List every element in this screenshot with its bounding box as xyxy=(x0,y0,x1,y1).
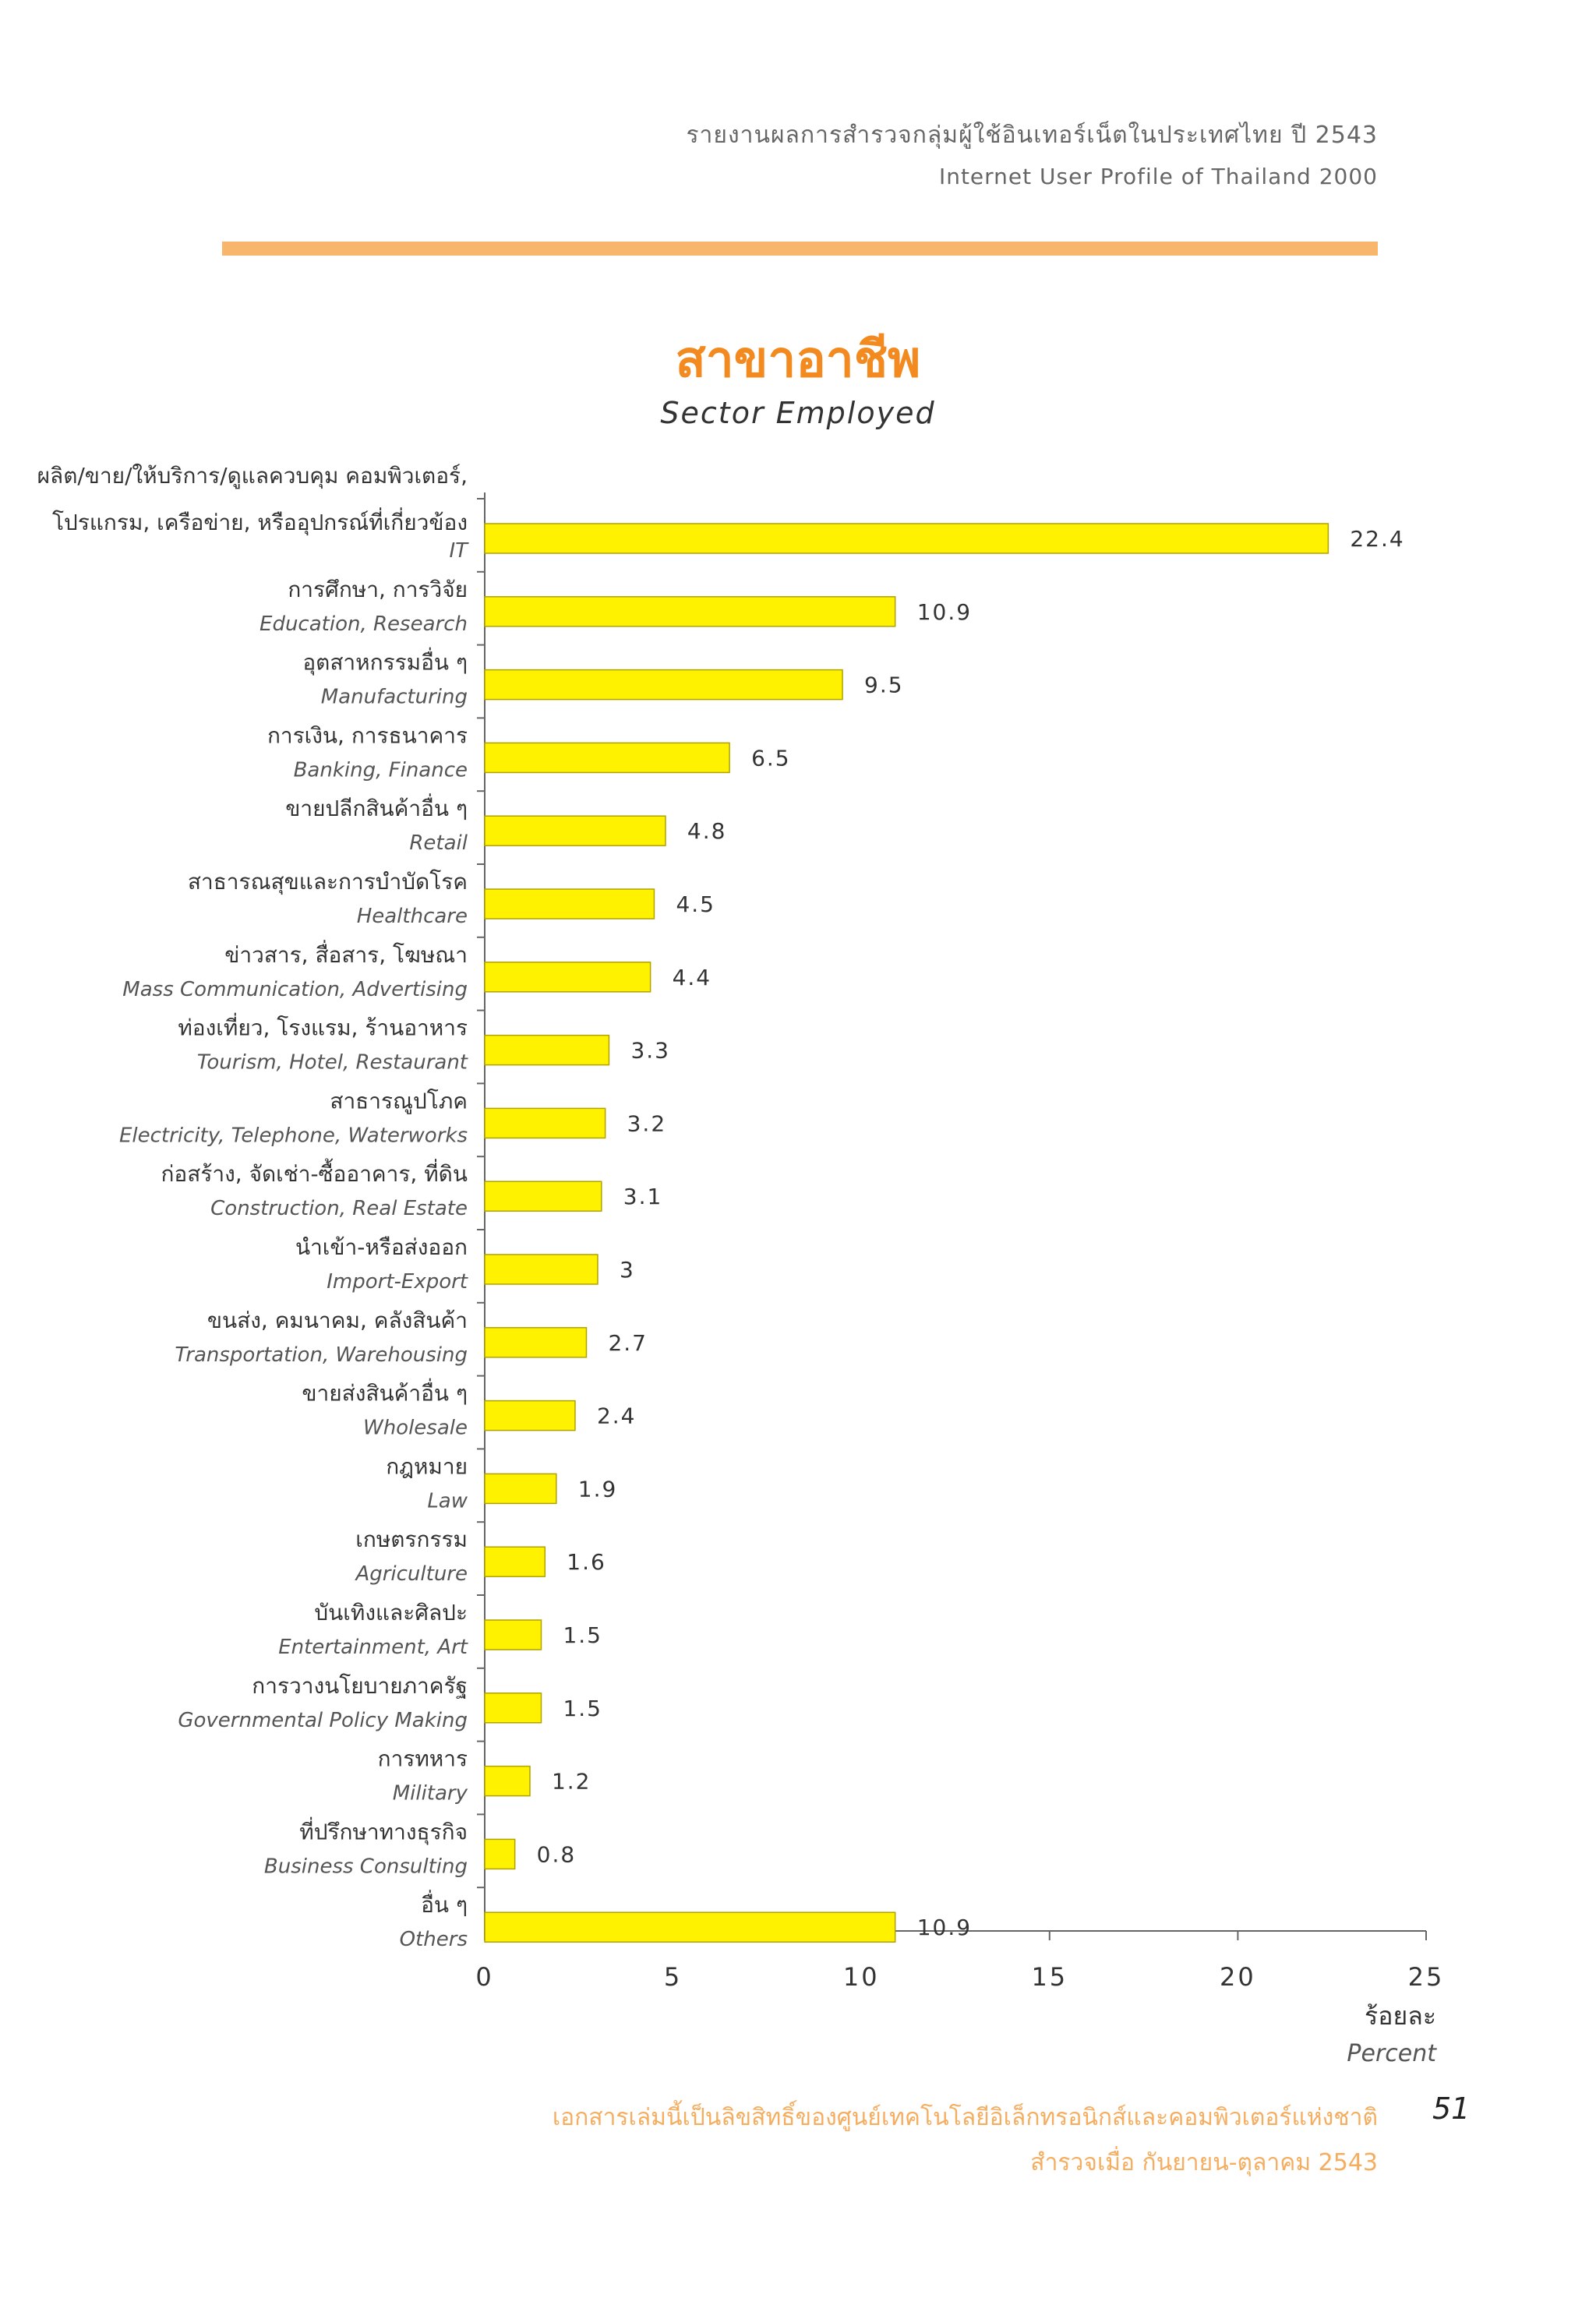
bar xyxy=(484,888,655,920)
data-label: 4.8 xyxy=(687,818,727,844)
category-label-english: Electricity, Telephone, Waterworks xyxy=(119,1124,468,1147)
category-label-thai: ท่องเที่ยว, โรงแรม, ร้านอาหาร xyxy=(178,1013,468,1041)
category-label-english: Import-Export xyxy=(327,1270,468,1294)
page-number: 51 xyxy=(1432,2091,1471,2126)
data-label: 1.9 xyxy=(578,1476,618,1502)
category-label-english: Entertainment, Art xyxy=(278,1636,468,1659)
category-label-english: Mass Communication, Advertising xyxy=(122,978,468,1001)
bar xyxy=(484,1838,516,1870)
bar xyxy=(484,1107,606,1139)
x-tick-label: 25 xyxy=(1408,1962,1445,1992)
category-label-english: Agriculture xyxy=(354,1562,468,1586)
data-label: 22.4 xyxy=(1350,526,1404,552)
bar xyxy=(484,1911,896,1943)
category-label-english: Manufacturing xyxy=(321,686,468,709)
category-label-thai: อื่น ๆ xyxy=(421,1890,468,1918)
data-label: 2.4 xyxy=(597,1403,637,1429)
bar xyxy=(484,1181,602,1212)
category-label-thai: การศึกษา, การวิจัย xyxy=(288,577,468,602)
data-label: 1.5 xyxy=(563,1696,602,1721)
x-tick-label: 5 xyxy=(664,1962,682,1992)
category-label-thai: การวางนโยบายภาครัฐ xyxy=(252,1673,468,1699)
footer-survey-date: สำรวจเมื่อ กันยายน-ตุลาคม 2543 xyxy=(1030,2149,1378,2176)
data-label: 3 xyxy=(620,1257,635,1283)
category-label-thai: โปรแกรม, เครือข่าย, หรืออุปกรณ์ที่เกี่ยว… xyxy=(52,507,468,536)
category-label-english: IT xyxy=(449,539,469,563)
category-label-thai: ขนส่ง, คมนาคม, คลังสินค้า xyxy=(207,1308,468,1333)
category-label-thai: การเงิน, การธนาคาร xyxy=(267,722,468,748)
chart-subtitle: Sector Employed xyxy=(660,396,936,430)
data-label: 3.2 xyxy=(627,1110,667,1136)
category-label-thai: ที่ปรึกษาทางธุรกิจ xyxy=(299,1816,468,1845)
data-label: 1.6 xyxy=(567,1549,606,1575)
data-label: 0.8 xyxy=(537,1841,577,1867)
data-label: 9.5 xyxy=(864,672,904,698)
chart-title: สาขาอาชีพ xyxy=(675,331,921,389)
bar xyxy=(484,669,843,701)
bar xyxy=(484,815,666,846)
category-label-thai: ขายปลีกสินค้าอื่น ๆ xyxy=(285,793,468,821)
category-label-english: Retail xyxy=(409,831,468,855)
bar xyxy=(484,1034,610,1066)
bar xyxy=(484,962,651,993)
data-label: 1.5 xyxy=(563,1622,602,1648)
header-rule xyxy=(222,242,1378,256)
bar xyxy=(484,523,1329,554)
data-label: 3.3 xyxy=(630,1038,670,1064)
category-label-english: Banking, Finance xyxy=(294,758,468,782)
category-label-english: Construction, Real Estate xyxy=(210,1197,468,1220)
category-label-english: Military xyxy=(393,1782,468,1805)
category-label-thai: อุตสาหกรรมอื่น ๆ xyxy=(302,648,468,676)
category-label-english: Healthcare xyxy=(357,905,468,928)
category-label-english: Others xyxy=(400,1928,468,1951)
category-label-thai: ก่อสร้าง, จัดเช่า-ซื้ออาคาร, ที่ดิน xyxy=(161,1158,468,1187)
category-label-english: Wholesale xyxy=(363,1417,468,1440)
x-tick-label: 10 xyxy=(843,1962,880,1992)
data-label: 4.5 xyxy=(676,891,715,917)
bar xyxy=(484,1765,531,1797)
category-label-thai: กฎหมาย xyxy=(386,1453,468,1479)
category-label-english: Tourism, Hotel, Restaurant xyxy=(197,1051,468,1075)
header-title-thai: รายงานผลการสำรวจกลุ่มผู้ใช้อินเทอร์เน็ตใ… xyxy=(686,122,1378,149)
category-label-thai: นำเข้า-หรือส่งออก xyxy=(295,1234,468,1260)
x-axis-label-english: Percent xyxy=(1347,2040,1436,2067)
data-label: 4.4 xyxy=(673,965,712,990)
bar xyxy=(484,1400,576,1431)
bar xyxy=(484,596,896,627)
category-label-thai: สาธารณสุขและการบำบัดโรค xyxy=(188,869,468,895)
data-label: 3.1 xyxy=(623,1184,663,1209)
x-tick-label: 15 xyxy=(1031,1962,1068,1992)
category-label-english: Governmental Policy Making xyxy=(178,1709,468,1732)
x-tick-label: 0 xyxy=(475,1962,493,1992)
bar xyxy=(484,1619,542,1650)
x-tick-label: 20 xyxy=(1220,1962,1256,1992)
bar xyxy=(484,1693,542,1724)
data-label: 10.9 xyxy=(917,599,972,625)
category-label-english: Education, Research xyxy=(260,612,468,636)
category-label-thai: สาธารณูปโภค xyxy=(330,1088,468,1114)
bar xyxy=(484,1473,557,1505)
category-label-english: Law xyxy=(427,1489,468,1513)
category-label-thai: เกษตรกรรม xyxy=(355,1527,468,1552)
data-label: 10.9 xyxy=(917,1915,972,1940)
category-label-thai: ผลิต/ขาย/ให้บริการ/ดูแลควบคุม คอมพิวเตอร… xyxy=(37,463,468,489)
category-label-english: Business Consulting xyxy=(264,1855,468,1878)
bar xyxy=(484,1254,598,1285)
category-label-thai: ข่าวสาร, สื่อสาร, โฆษณา xyxy=(224,940,468,968)
data-label: 1.2 xyxy=(552,1769,591,1795)
footer-copyright: เอกสารเล่มนี้เป็นลิขสิทธิ์ของศูนย์เทคโนโ… xyxy=(552,2104,1378,2131)
category-label-thai: การทหาร xyxy=(378,1746,468,1772)
bar xyxy=(484,1546,546,1577)
category-label-thai: ขายส่งสินค้าอื่น ๆ xyxy=(302,1378,468,1407)
data-label: 6.5 xyxy=(751,745,791,771)
bar xyxy=(484,1327,588,1358)
category-label-thai: บันเทิงและศิลปะ xyxy=(314,1600,468,1625)
data-label: 2.7 xyxy=(608,1330,648,1356)
bar xyxy=(484,742,730,774)
x-axis-label-thai: ร้อยละ xyxy=(1365,2001,1436,2031)
category-label-english: Transportation, Warehousing xyxy=(175,1343,468,1367)
header-title-english: Internet User Profile of Thailand 2000 xyxy=(938,164,1378,189)
